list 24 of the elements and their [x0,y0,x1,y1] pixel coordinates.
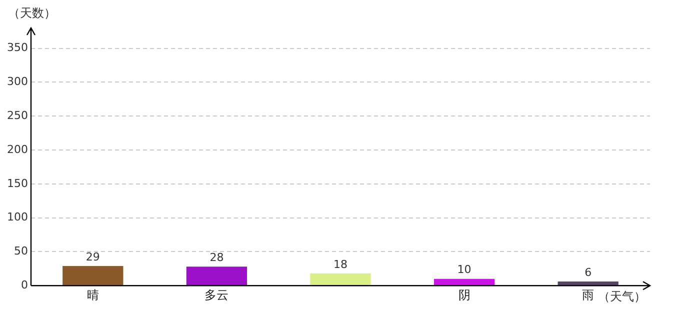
y-tick-label: 300 [6,75,28,88]
bar [186,266,248,286]
x-tick-label: 晴 [86,288,99,302]
data-label: 29 [86,250,100,264]
bar [558,282,618,286]
bar [434,278,495,286]
y-tick-label: 0 [20,278,28,292]
data-label: 18 [334,258,348,271]
x-axis-title: （天气） [598,290,646,304]
x-tick-label: 阴 [458,288,470,302]
data-label: 10 [457,263,472,276]
y-tick-label: 200 [6,142,28,156]
data-label: 28 [210,250,224,264]
bar [62,266,124,286]
x-tick-label: 雨 [582,288,594,302]
bar [310,273,371,286]
y-tick-label: 150 [6,176,28,190]
y-tick-label: 250 [6,108,28,122]
y-tick-label: 50 [14,244,28,258]
data-label: 6 [584,266,592,279]
x-tick-label: 多云 [204,288,229,302]
y-axis-title: （天数） [8,6,56,20]
y-tick-label: 100 [6,210,28,224]
y-tick-label: 350 [6,41,28,54]
